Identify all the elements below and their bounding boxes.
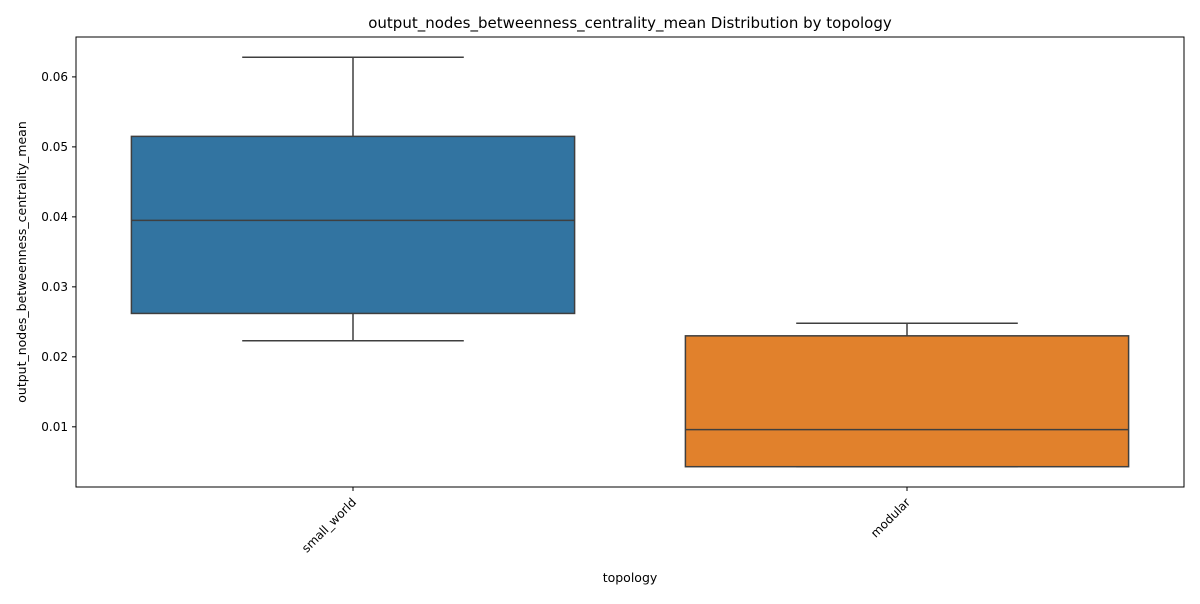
box-modular xyxy=(684,322,1130,468)
x-axis-ticks: small_world modular xyxy=(299,487,913,555)
x-tick-label-modular: modular xyxy=(868,495,913,540)
x-axis-label: topology xyxy=(603,570,658,585)
y-tick-label: 0.06 xyxy=(41,70,68,84)
plot-area xyxy=(130,56,1130,468)
y-tick-label: 0.05 xyxy=(41,140,68,154)
y-tick-label: 0.02 xyxy=(41,350,68,364)
y-tick-label: 0.04 xyxy=(41,210,68,224)
box-small_world xyxy=(130,56,576,342)
chart-title: output_nodes_betweenness_centrality_mean… xyxy=(368,14,892,33)
axes-frame xyxy=(75,36,1185,488)
y-axis-ticks: 0.01 0.02 0.03 0.04 0.05 0.06 xyxy=(41,70,76,434)
x-tick-label-small_world: small_world xyxy=(299,495,359,555)
iqr-box xyxy=(684,335,1130,468)
iqr-box xyxy=(130,135,576,315)
y-axis-label: output_nodes_betweenness_centrality_mean xyxy=(14,121,29,403)
y-tick-label: 0.01 xyxy=(41,420,68,434)
y-tick-label: 0.03 xyxy=(41,280,68,294)
